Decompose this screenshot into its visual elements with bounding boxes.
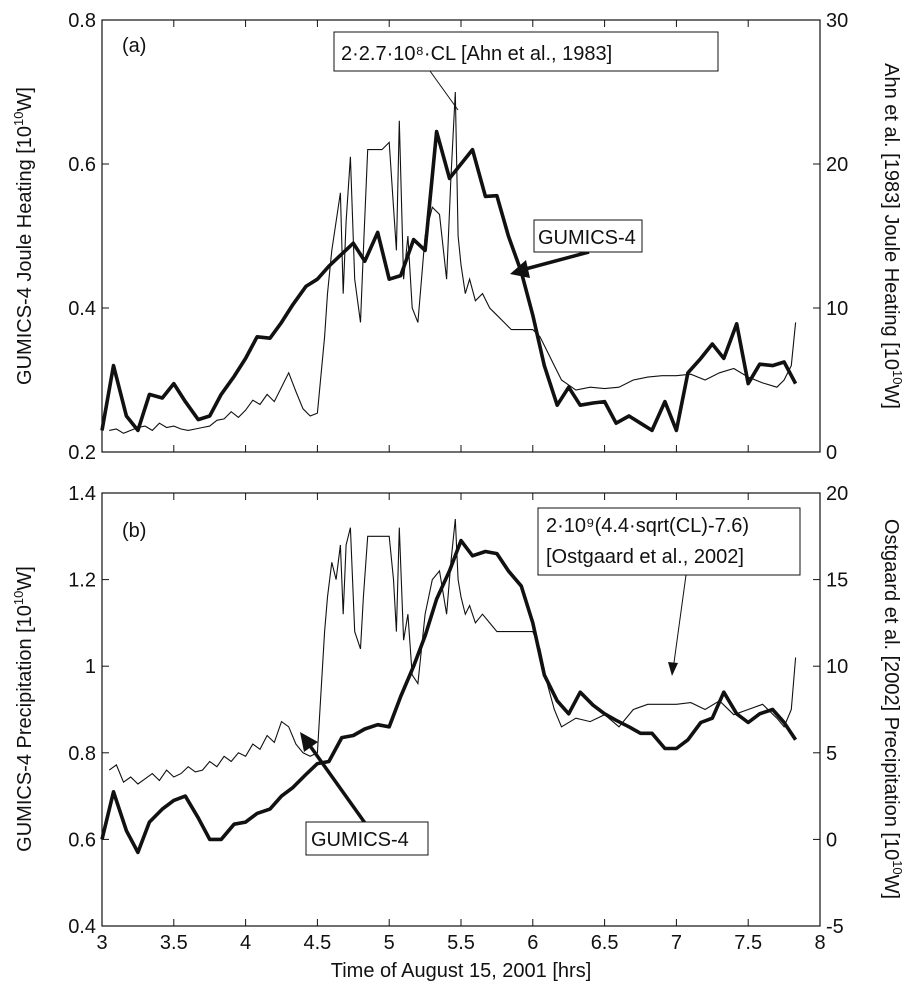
left-y-tick-label: 0.6 [68, 829, 96, 851]
panel-b-right-ylabel: Ostgaard et al. [2002] Precipitation [10… [880, 519, 905, 899]
panel-a-gumics-series [100, 129, 798, 433]
panel-a-label: (a) [122, 35, 146, 57]
gumics-a-annotation-text: GUMICS-4 [538, 227, 636, 249]
right-y-tick-label: 20 [826, 483, 848, 505]
x-tick-label: 8 [814, 932, 825, 954]
panel-b-label: (b) [122, 520, 146, 542]
left-y-tick-label: 0.2 [68, 442, 96, 464]
gumics-b-annotation-arrow [306, 741, 367, 825]
ostgaard-annotation-line-1: 2·10⁹(4.4·sqrt(CL)-7.6) [546, 515, 749, 537]
left-y-tick-label: 0.4 [68, 916, 96, 938]
gumics-4-line [100, 129, 798, 433]
gumics-a-annotation-arrow [517, 250, 590, 273]
ostgaard-annotation-pointer [672, 574, 687, 671]
x-tick-label: 5 [384, 932, 395, 954]
right-y-tick-label: 10 [826, 298, 848, 320]
panel-b-ostgaard-series [108, 518, 797, 785]
left-y-tick-label: 1.4 [68, 483, 96, 505]
right-y-tick-label: 0 [826, 829, 837, 851]
panel-b-left-ylabel: GUMICS-4 Precipitation [1010W] [11, 566, 36, 852]
gumics-b-arrowhead [300, 732, 318, 752]
gumics-b-annotation-text: GUMICS-4 [311, 829, 409, 851]
x-tick-label: 3 [96, 932, 107, 954]
panel-a-left-ylabel: GUMICS-4 Joule Heating [1010W] [11, 87, 36, 385]
panel-b-left-y-ticks: 0.4 0.6 0.8 1 1.2 1.4 [68, 483, 109, 938]
empirical-estimate-line [109, 91, 797, 434]
x-axis-label: Time of August 15, 2001 [hrs] [331, 960, 592, 982]
x-tick-label: 4 [240, 932, 251, 954]
gumics-a-arrowhead [510, 260, 530, 278]
ostgaard-annotation-box [537, 507, 801, 576]
x-tick-label: 7.5 [734, 932, 762, 954]
empirical-estimate-line [108, 518, 797, 785]
panel-a-frame [101, 19, 821, 453]
right-y-tick-label: 0 [826, 442, 837, 464]
gumics-b-annotation-box [305, 821, 429, 856]
left-y-tick-label: 1.2 [68, 570, 96, 592]
right-y-tick-label: 5 [826, 743, 837, 765]
right-y-tick-label: 20 [826, 154, 848, 176]
ostgaard-arrowhead [668, 662, 678, 676]
left-y-tick-label: 0.8 [68, 743, 96, 765]
panel-a-left-y-ticks: 0.2 0.4 0.6 0.8 [68, 10, 109, 464]
x-tick-label: 3.5 [160, 932, 188, 954]
ostgaard-annotation-line-2: [Ostgaard et al., 2002] [546, 546, 744, 568]
right-y-tick-label: 10 [826, 656, 848, 678]
panel-b-right-y-ticks: -5 0 5 10 15 20 [813, 483, 848, 938]
left-y-tick-label: 0.4 [68, 298, 96, 320]
ahn-annotation-pointer [429, 70, 459, 111]
x-tick-label: 5.5 [447, 932, 475, 954]
left-y-tick-label: 0.6 [68, 154, 96, 176]
left-y-tick-label: 1 [85, 656, 96, 678]
right-y-tick-label: 30 [826, 10, 848, 32]
right-y-tick-label: -5 [826, 916, 844, 938]
gumics-a-annotation-box [533, 219, 643, 253]
panel-a-ahn-series [109, 91, 797, 434]
panel-a-right-y-ticks: 0 10 20 30 [813, 10, 848, 464]
panel-a-x-ticks [101, 20, 821, 452]
panel-b-x-ticks: 3 3.5 4 4.5 5 5.5 6 6.5 7 7.5 8 [96, 493, 826, 954]
gumics-4-line [100, 538, 798, 855]
right-y-tick-label: 15 [826, 570, 848, 592]
x-tick-label: 4.5 [303, 932, 331, 954]
panel-b-gumics-series [100, 538, 798, 855]
x-tick-label: 6.5 [591, 932, 619, 954]
panel-a: 0.2 0.4 0.6 0.8 0 10 20 30 (a) 2·2.7·10⁸·CL [A… [11, 10, 905, 464]
left-y-tick-label: 0.8 [68, 10, 96, 32]
ahn-annotation-text: 2·2.7·10⁸·CL [Ahn et al., 1983] [341, 43, 612, 65]
x-tick-label: 6 [527, 932, 538, 954]
panel-a-right-ylabel: Ahn et al. [1983] Joule Heating [1010W] [880, 63, 905, 409]
panel-b: 3 3.5 4 4.5 5 5.5 6 6.5 7 7.5 8 0.4 0.6 0.8 1 1.2 1.4 -… [11, 483, 905, 982]
ahn-annotation-box [333, 31, 719, 72]
x-tick-label: 7 [671, 932, 682, 954]
